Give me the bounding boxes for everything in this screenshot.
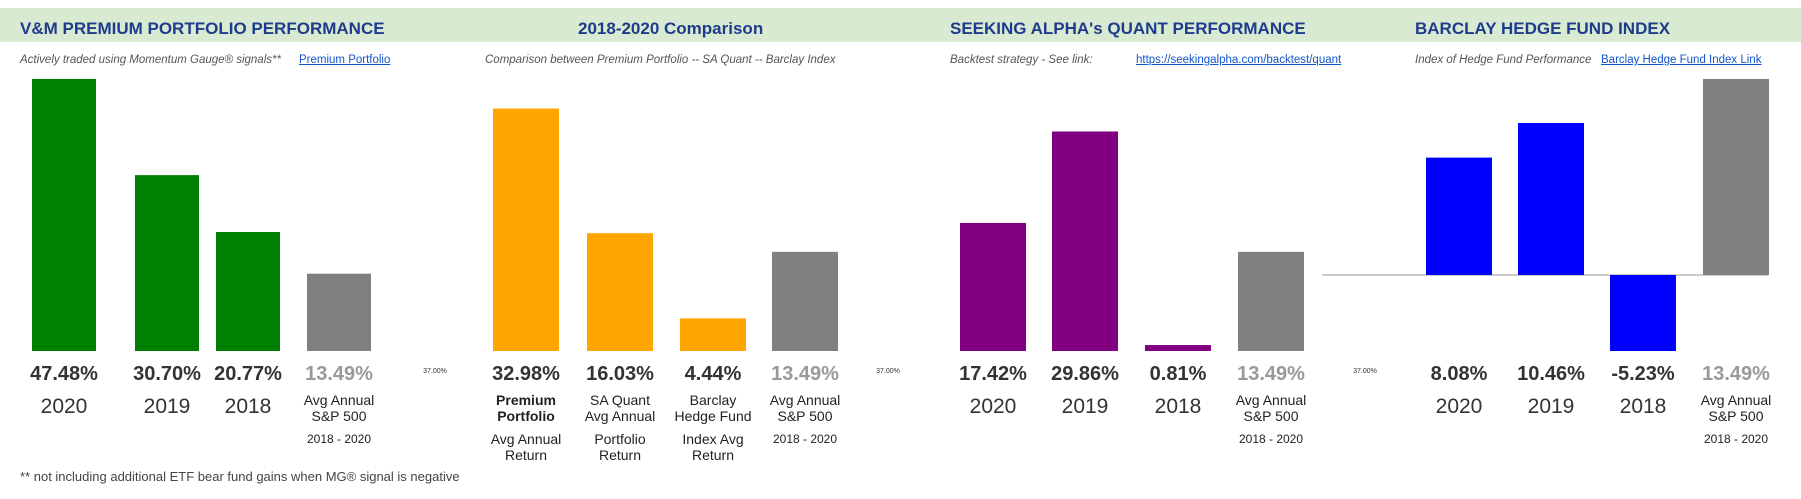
bar-value-label: 30.70% [133,363,201,385]
bar [1610,275,1676,351]
category-label: S&P 500 [1243,408,1298,424]
category-label: S&P 500 [311,408,366,424]
bar-value-label: 13.49% [1702,363,1770,385]
bar [1703,79,1769,276]
bar [680,318,746,351]
premium-portfolio-link[interactable]: Premium Portfolio [299,54,391,66]
category-label: Return [505,447,547,463]
category-label: 2020 [41,395,88,418]
category-label: Barclay [690,392,737,408]
bar-value-label: 16.03% [586,363,654,385]
bar [1145,345,1211,351]
bar-value-label: 13.49% [305,363,373,385]
bar-value-label: 13.49% [771,363,839,385]
category-sublabel: 2018 - 2020 [307,432,371,446]
category-label: 2019 [1528,395,1575,418]
category-label: Avg Annual [1236,392,1307,408]
category-label: Hedge Fund [674,408,751,424]
category-label: Avg Annual [491,431,562,447]
category-label: Portfolio [594,431,646,447]
footnote: ** not including additional ETF bear fun… [20,469,460,484]
bar [135,175,199,351]
bar-value-label: 20.77% [214,363,282,385]
category-sublabel: 2018 - 2020 [1239,432,1303,446]
panel-1-title: V&M PREMIUM PORTFOLIO PERFORMANCE [20,19,385,38]
panel-2-title: 2018-2020 Comparison [578,19,764,38]
category-label: Return [599,447,641,463]
bar-value-label: 0.81% [1150,363,1207,385]
category-label: SA Quant [590,392,650,408]
category-label: Avg Annual [304,392,375,408]
scale-reference-label: 37.00% [1353,368,1377,375]
bar-value-label: -5.23% [1611,363,1675,385]
bar [1426,157,1492,276]
scale-reference-label: 37.00% [876,368,900,375]
category-label: Avg Annual [1701,392,1772,408]
category-label: Index Avg [682,431,743,447]
bar [960,222,1026,351]
barclay-index-link[interactable]: Barclay Hedge Fund Index Link [1601,54,1762,66]
category-label: 2018 [1620,395,1667,418]
panel-1-subtitle: Actively traded using Momentum Gauge® si… [20,54,281,66]
category-label: 2020 [1436,395,1483,418]
category-label: 2019 [144,395,191,418]
bar-value-label: 8.08% [1431,363,1488,385]
bar [493,108,559,351]
seeking-alpha-backtest-link[interactable]: https://seekingalpha.com/backtest/quant [1136,54,1342,66]
bar-value-label: 47.48% [30,363,98,385]
category-label: 2019 [1062,395,1109,418]
category-label: 2018 [225,395,272,418]
bar [587,233,653,351]
category-label: Avg Annual [770,392,841,408]
category-label: 2018 [1155,395,1202,418]
panel-3-subtitle: Backtest strategy - See link: [950,54,1093,66]
category-label: 2020 [970,395,1017,418]
header-band [0,8,1801,42]
bar-value-label: 32.98% [492,363,560,385]
bar-value-label: 13.49% [1237,363,1305,385]
bar-value-label: 4.44% [685,363,742,385]
category-label: Return [692,447,734,463]
bar-value-label: 10.46% [1517,363,1585,385]
bar [1518,123,1584,276]
bar [307,273,371,351]
panel-2-subtitle: Comparison between Premium Portfolio -- … [485,54,836,66]
category-label: Portfolio [497,408,555,424]
bar [32,79,96,351]
panel-4-subtitle: Index of Hedge Fund Performance [1415,54,1592,66]
category-sublabel: 2018 - 2020 [1704,432,1768,446]
category-label: S&P 500 [777,408,832,424]
category-label: Premium [496,392,556,408]
category-label: S&P 500 [1708,408,1763,424]
panel-3-title: SEEKING ALPHA's QUANT PERFORMANCE [950,19,1306,38]
panel-4-title: BARCLAY HEDGE FUND INDEX [1415,19,1671,38]
bar [1238,251,1304,351]
scale-reference-label: 37.00% [423,368,447,375]
bar [1052,131,1118,351]
category-sublabel: 2018 - 2020 [773,432,837,446]
category-label: Avg Annual [585,408,656,424]
bar [772,251,838,351]
bar [216,232,280,351]
bar-value-label: 29.86% [1051,363,1119,385]
bar-value-label: 17.42% [959,363,1027,385]
